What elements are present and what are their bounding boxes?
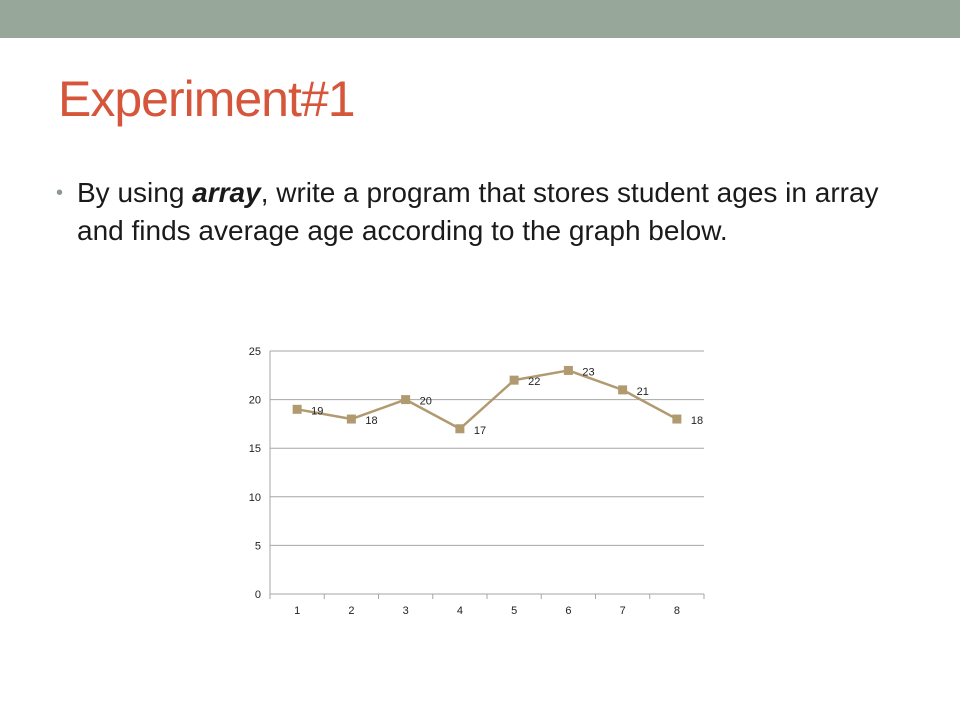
- bullet-dot-icon: •: [56, 182, 64, 204]
- data-point-marker: [346, 414, 356, 424]
- x-tick-label: 7: [620, 605, 626, 617]
- y-tick-label: 10: [249, 492, 261, 504]
- data-point-marker: [509, 375, 519, 385]
- data-label: 17: [474, 425, 486, 437]
- data-point-marker: [563, 365, 573, 375]
- data-label: 21: [637, 386, 649, 398]
- data-label: 22: [528, 376, 540, 388]
- x-tick-label: 8: [674, 605, 680, 617]
- data-label: 23: [582, 366, 594, 378]
- bullet-text: By using array, write a program that sto…: [77, 174, 896, 250]
- x-tick-label: 2: [348, 605, 354, 617]
- data-label: 18: [691, 415, 703, 427]
- x-tick-label: 4: [457, 605, 463, 617]
- y-tick-label: 25: [249, 346, 261, 358]
- x-tick-label: 3: [403, 605, 409, 617]
- data-point-marker: [618, 385, 628, 395]
- slide-title: Experiment#1: [58, 71, 355, 127]
- top-accent-bar: [0, 0, 960, 38]
- bullet-text-rest: , write a program that stores student ag…: [77, 177, 879, 246]
- y-tick-label: 0: [255, 589, 261, 601]
- bullet-emphasis: array: [192, 177, 261, 208]
- data-point-marker: [455, 424, 465, 434]
- series-line: [296, 369, 678, 431]
- data-label: 19: [311, 405, 323, 417]
- y-tick-label: 20: [249, 395, 261, 407]
- y-tick-label: 15: [249, 443, 261, 455]
- data-point-marker: [672, 414, 682, 424]
- bullet-text-lead: By using: [77, 177, 193, 208]
- data-point-marker: [292, 404, 302, 414]
- data-label: 18: [365, 415, 377, 427]
- x-tick-label: 6: [565, 605, 571, 617]
- data-point-marker: [401, 395, 411, 405]
- y-tick-label: 5: [255, 540, 261, 552]
- x-tick-label: 1: [294, 605, 300, 617]
- bullet-item: • By using array, write a program that s…: [56, 174, 896, 250]
- data-label: 20: [420, 396, 432, 408]
- x-tick-label: 5: [511, 605, 517, 617]
